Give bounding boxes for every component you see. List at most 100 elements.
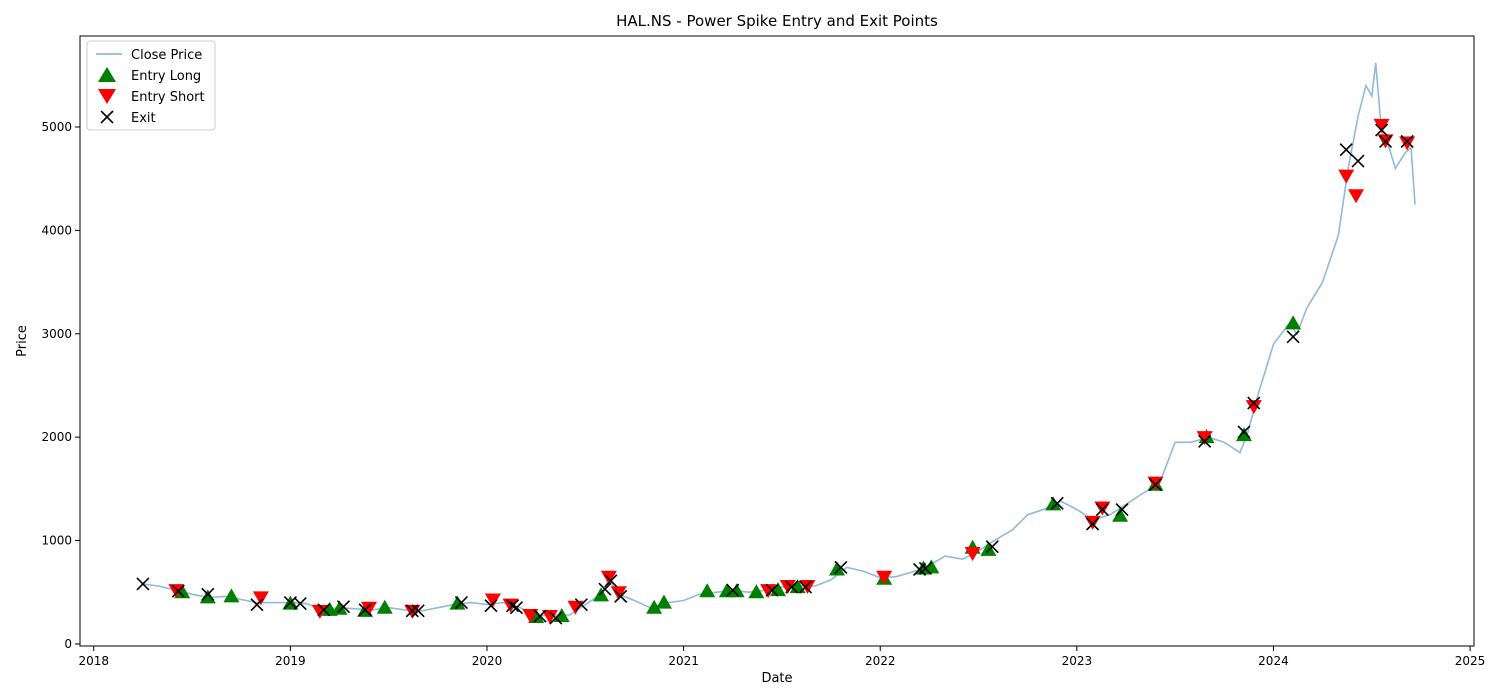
axes: 2018 2019 2020 2021 2022 2023 2024 2025 0 1000 200… <box>41 35 1486 668</box>
exit-marker-41 <box>1378 134 1393 149</box>
exit-marker-12 <box>484 599 498 613</box>
legend-exit-marker <box>100 110 114 124</box>
entry-long-marker-17 <box>748 584 765 599</box>
entry-short-marker-9 <box>567 600 584 615</box>
close-price-line-0 <box>142 62 1416 617</box>
x-tick-label-5: 2023 <box>1062 654 1093 668</box>
entry-short-marker-20 <box>1196 431 1213 446</box>
exit-marker-13 <box>505 599 520 613</box>
entry-short-marker-13 <box>779 580 796 595</box>
y-tick-label-3: 3000 <box>41 327 72 341</box>
exit-marker-25 <box>834 560 848 574</box>
x-tick-label-7: 2025 <box>1455 654 1486 668</box>
entry-short-marker-11 <box>610 586 627 601</box>
entry-long-marker-31 <box>1285 315 1302 330</box>
entry-long-marker-27 <box>1112 507 1129 522</box>
entry-long-marker-8 <box>449 595 466 610</box>
exit-marker-19 <box>604 574 618 588</box>
exit-marker-31 <box>1095 502 1109 517</box>
exit-marker-17 <box>574 598 588 612</box>
exit-marker-27 <box>918 561 933 576</box>
exit-marker-15 <box>533 609 547 623</box>
entry-long-marker-13 <box>655 594 672 609</box>
exit-marker-40 <box>1375 123 1389 137</box>
entry-long-marker-1 <box>199 589 216 604</box>
plot-area <box>136 62 1416 625</box>
entry-short-marker-23 <box>1348 189 1365 204</box>
exit-marker-34 <box>1198 434 1212 448</box>
legend-frame <box>86 40 216 131</box>
entry-short-marker-0 <box>168 584 185 599</box>
exit-marker-8 <box>358 603 372 617</box>
exit-marker-30 <box>1086 517 1100 531</box>
exit-marker-2 <box>201 587 215 601</box>
entry-long-marker-10 <box>553 608 570 623</box>
exit-marker-42 <box>1400 134 1414 149</box>
legend-entry-short-marker <box>98 89 116 104</box>
entry-long-marker-26 <box>1045 496 1062 511</box>
entry-short-marker-8 <box>541 610 558 625</box>
entry-short-marker-2 <box>311 604 328 619</box>
exit-marker-6 <box>317 603 331 617</box>
entry-long-marker-30 <box>1235 427 1252 442</box>
exit-marker-16 <box>549 611 563 625</box>
exit-marker-10 <box>411 604 425 618</box>
legend-entry-long: Entry Long <box>131 69 201 84</box>
entry-short-marker-6 <box>502 598 519 613</box>
exit-marker-28 <box>985 540 999 554</box>
x-tick-label-0: 2018 <box>78 654 109 668</box>
exit-marker-33 <box>1148 478 1163 492</box>
x-tick-label-4: 2022 <box>865 654 896 668</box>
exit-marker-3 <box>250 598 264 612</box>
exit-marker-37 <box>1286 330 1300 344</box>
exit-marker-23 <box>785 580 799 594</box>
legend-close-price: Close Price <box>131 48 202 63</box>
x-tick-label-3: 2021 <box>668 654 699 668</box>
legend: Close Price Entry Long Entry Short Exit <box>86 40 216 131</box>
x-tick-label-2: 2020 <box>472 654 503 668</box>
entry-short-marker-22 <box>1338 169 1355 184</box>
x-axis-title: Date <box>761 671 792 686</box>
entry-short-marker-16 <box>964 546 981 561</box>
exit-marker-11 <box>454 596 468 610</box>
entry-short-marker-12 <box>760 584 777 599</box>
entry-long-marker-12 <box>646 599 663 614</box>
y-tick-label-4: 4000 <box>41 223 72 237</box>
entry-short-marker-1 <box>252 591 269 606</box>
exit-marker-35 <box>1237 425 1251 439</box>
exit-marker-5 <box>293 597 307 611</box>
entry-short-marker-14 <box>799 580 816 595</box>
axes-frame <box>79 35 1475 647</box>
entry-short-marker-24 <box>1373 118 1390 133</box>
legend-entry-short: Entry Short <box>131 90 205 105</box>
exit-marker-18 <box>598 582 612 596</box>
y-tick-label-1: 1000 <box>41 534 72 548</box>
y-tick-label-5: 5000 <box>41 120 72 134</box>
entry-long-marker-14 <box>699 583 716 598</box>
entry-short-marker-21 <box>1245 400 1262 415</box>
exit-marker-22 <box>765 583 779 597</box>
entry-long-marker-5 <box>331 600 348 615</box>
entry-short-marker-5 <box>484 593 501 608</box>
entry-long-marker-11 <box>593 587 610 602</box>
x-tick-label-1: 2019 <box>275 654 306 668</box>
exit-marker-29 <box>1050 496 1064 510</box>
exit-marker-32 <box>1115 502 1129 517</box>
exit-marker-7 <box>336 600 351 614</box>
entry-short-marker-26 <box>1399 136 1416 151</box>
entry-long-marker-16 <box>728 583 745 598</box>
entry-short-marker-3 <box>361 601 378 616</box>
entry-short-marker-10 <box>600 570 617 585</box>
exit-marker-14 <box>509 601 524 615</box>
exit-marker-21 <box>726 583 740 597</box>
legend-entry-long-marker <box>98 67 116 82</box>
exit-marker-0 <box>136 577 150 591</box>
entry-long-marker-7 <box>376 599 393 614</box>
entry-long-marker-2 <box>223 588 240 603</box>
exit-marker-38 <box>1339 143 1353 157</box>
entry-long-marker-20 <box>828 561 845 576</box>
exit-marker-20 <box>614 589 628 603</box>
y-tick-label-0: 0 <box>64 637 72 651</box>
exit-marker-39 <box>1351 154 1365 168</box>
